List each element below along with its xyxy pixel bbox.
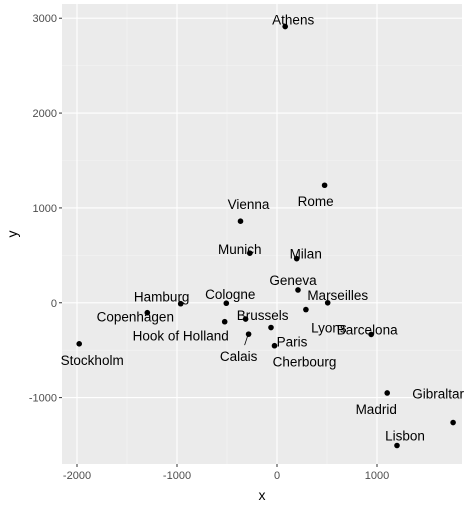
data-point — [321, 182, 328, 189]
point-label: Geneva — [269, 273, 317, 288]
point-label: Paris — [277, 335, 308, 350]
data-point — [293, 255, 300, 262]
y-tick-label: 1000 — [33, 203, 57, 215]
y-tick-label: -1000 — [29, 393, 57, 405]
data-point — [324, 299, 331, 306]
x-tick-label: -2000 — [63, 470, 91, 482]
point-label: Lisbon — [385, 429, 425, 444]
point-labels: Athens Barcelona Brussels Calais Cherbourg Co… — [61, 13, 465, 444]
data-point — [76, 341, 82, 347]
data-point — [303, 306, 309, 313]
y-tick-label: 0 — [51, 298, 57, 310]
plot-panel — [62, 4, 462, 464]
data-point — [237, 218, 244, 224]
point-label: Rome — [298, 194, 334, 209]
data-point — [450, 419, 456, 426]
point-label: Hamburg — [134, 290, 190, 305]
point-label: Vienna — [228, 197, 270, 212]
data-point — [295, 287, 301, 293]
data-point — [394, 442, 400, 449]
point-label: Brussels — [237, 308, 289, 323]
data-point — [384, 390, 391, 396]
data-point — [177, 300, 184, 307]
y-tick-label: 2000 — [33, 108, 57, 120]
data-point — [271, 342, 278, 349]
label-leader-line — [244, 336, 248, 346]
y-tick-label: 3000 — [33, 13, 57, 25]
data-point — [245, 331, 252, 337]
point-label: Madrid — [356, 402, 397, 417]
data-point — [242, 316, 249, 322]
y-axis-ticks: -1000 0 1000 2000 3000 — [29, 13, 62, 405]
label-leader-lines — [244, 336, 248, 346]
major-gridlines — [62, 4, 462, 464]
point-label: Munich — [218, 242, 262, 257]
data-point — [368, 331, 375, 338]
x-tick-label: 0 — [274, 470, 280, 482]
data-point — [247, 250, 253, 256]
x-tick-label: 1000 — [365, 470, 389, 482]
point-label: Lyons — [311, 321, 347, 336]
data-point — [221, 318, 228, 325]
y-axis-title: y — [4, 231, 20, 238]
point-label: Milan — [290, 247, 322, 262]
point-label: Cologne — [205, 287, 255, 302]
point-label: Athens — [272, 13, 314, 28]
point-label: Marseilles — [307, 288, 368, 303]
minor-gridlines — [62, 4, 462, 464]
x-tick-label: -1000 — [163, 470, 191, 482]
data-point — [144, 309, 151, 316]
x-axis-ticks: -2000 -1000 0 1000 — [63, 464, 389, 482]
point-label: Calais — [220, 349, 258, 364]
x-axis-title: x — [259, 487, 266, 503]
point-label: Stockholm — [61, 353, 124, 368]
point-label: Hook of Holland — [133, 329, 229, 344]
point-label: Barcelona — [337, 322, 398, 337]
point-label: Copenhagen — [97, 310, 174, 325]
data-point — [268, 324, 274, 331]
data-point — [282, 23, 289, 30]
point-label: Cherbourg — [273, 355, 337, 370]
point-label: Gibraltar — [412, 387, 464, 402]
data-points — [76, 23, 456, 449]
data-point — [223, 300, 230, 307]
